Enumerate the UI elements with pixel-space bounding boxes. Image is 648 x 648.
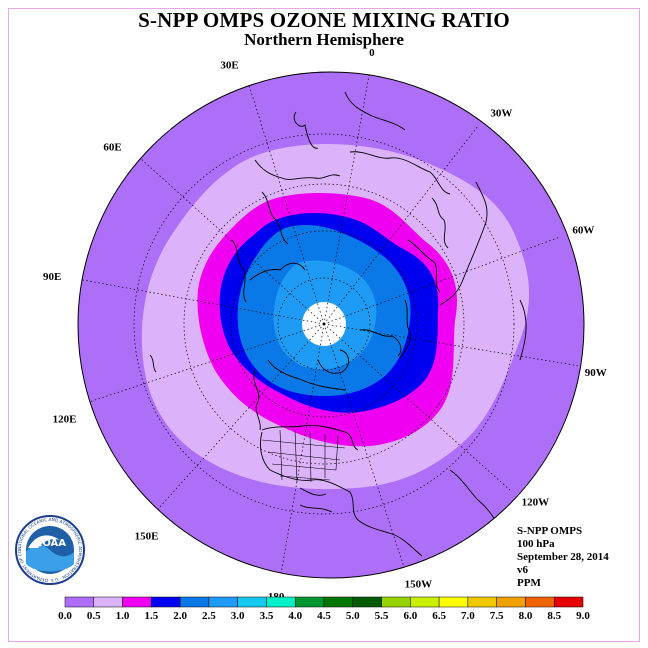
us-state-borders (261, 429, 346, 483)
lon-label-30e: 30E (220, 60, 238, 72)
lon-label-90w: 90W (585, 367, 607, 379)
lon-label-180: 180 (268, 591, 285, 603)
lon-label-0: 0 (369, 47, 375, 59)
coastlines (149, 91, 527, 557)
longitude-labels: 90E 60E 30E 0 30W 60W 90W 120W 150W 180 150E 120E (43, 47, 607, 603)
info-units: PPM (517, 577, 541, 589)
map-boundary (77, 71, 585, 579)
map-title: S-NPP OMPS OZONE MIXING RATIO (138, 8, 510, 32)
map-subtitle: Northern Hemisphere (244, 30, 404, 49)
logo-bird (28, 535, 60, 548)
info-level: 100 hPa (517, 538, 555, 550)
graticule (78, 72, 581, 578)
figure-frame (8, 8, 640, 642)
info-version: v6 (517, 564, 528, 576)
info-block: S-NPP OMPS 100 hPa September 28, 2014 v6… (517, 525, 609, 590)
info-instrument: S-NPP OMPS (517, 525, 583, 537)
logo-text: NOAA (34, 538, 66, 549)
info-date: September 28, 2014 (517, 551, 609, 563)
lon-label-60w: 60W (572, 225, 594, 237)
logo-wave (26, 544, 74, 572)
lon-label-150w: 150W (405, 578, 433, 590)
lon-label-90e: 90E (43, 271, 61, 283)
lon-label-60e: 60E (103, 142, 121, 154)
lon-label-30w: 30W (490, 108, 512, 120)
lon-label-150e: 150E (135, 530, 159, 542)
noaa-logo: NOAA NATIONAL OCEANIC AND ATMOSPHERIC AD… (14, 514, 85, 585)
lon-label-120e: 120E (53, 413, 77, 425)
lon-label-120w: 120W (522, 496, 550, 508)
